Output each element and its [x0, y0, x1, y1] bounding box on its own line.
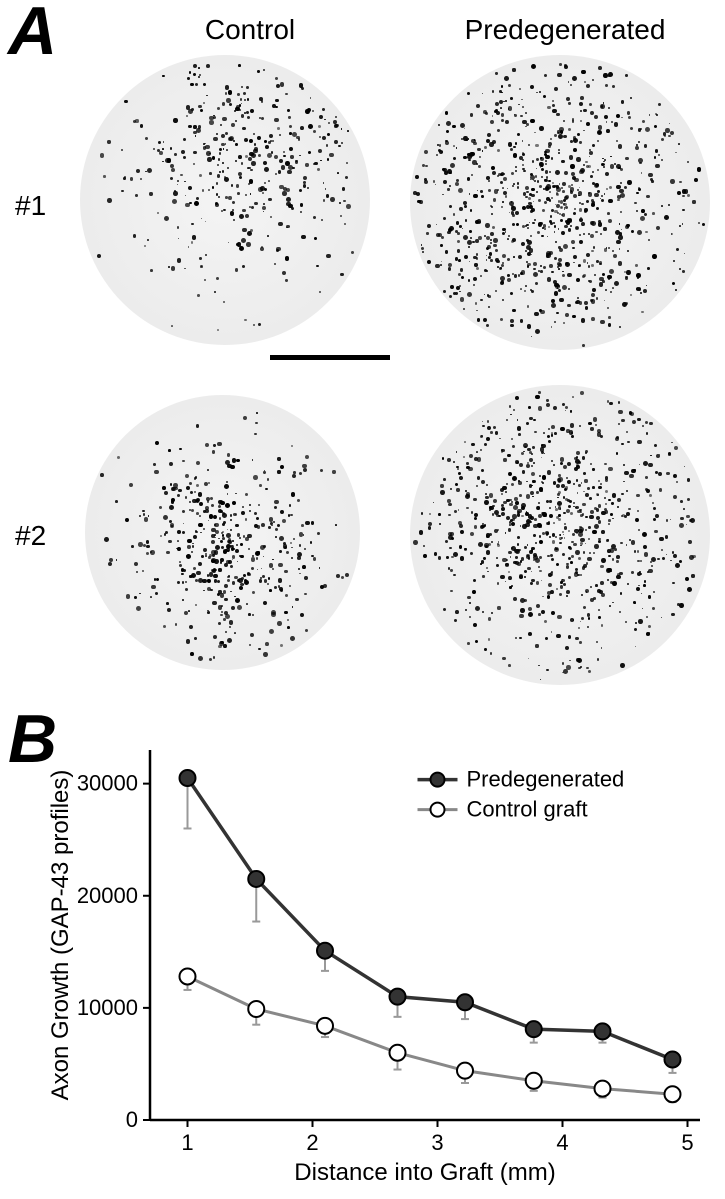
svg-text:5: 5 [681, 1130, 693, 1155]
svg-text:1: 1 [181, 1130, 193, 1155]
row-label-1: #1 [15, 190, 46, 222]
svg-text:0: 0 [126, 1107, 138, 1132]
row-label-2: #2 [15, 520, 46, 552]
svg-text:10000: 10000 [77, 995, 138, 1020]
micrograph-control-1 [80, 55, 370, 345]
svg-text:3: 3 [431, 1130, 443, 1155]
svg-text:4: 4 [556, 1130, 568, 1155]
axon-growth-chart: 0 10000 20000 30000 1 2 3 4 5 Distance into Graft… [40, 740, 720, 1190]
scale-bar [270, 355, 390, 360]
col-header-predegenerated: Predegenerated [435, 14, 695, 46]
svg-text:20000: 20000 [77, 883, 138, 908]
svg-text:30000: 30000 [77, 771, 138, 796]
svg-text:2: 2 [306, 1130, 318, 1155]
chart-container: 0 10000 20000 30000 1 2 3 4 5 Distance into Graft… [40, 740, 720, 1190]
svg-text:Control graft: Control graft [467, 797, 588, 822]
svg-text:Predegenerated: Predegenerated [467, 767, 625, 792]
col-header-control: Control [150, 14, 350, 46]
micrograph-predeg-1 [410, 55, 710, 350]
svg-text:Distance into Graft (mm): Distance into Graft (mm) [294, 1159, 555, 1186]
micrograph-control-2 [85, 395, 360, 670]
panel-a-letter: A [8, 0, 57, 70]
micrograph-predeg-2 [410, 385, 710, 685]
svg-text:Axon Growth (GAP-43 profiles): Axon Growth (GAP-43 profiles) [47, 770, 74, 1101]
